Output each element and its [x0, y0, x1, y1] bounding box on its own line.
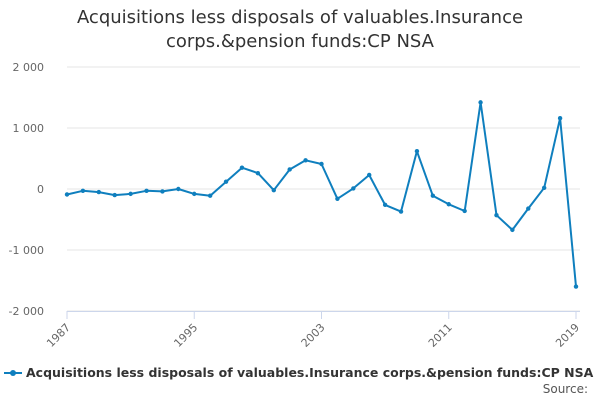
data-point	[64, 192, 70, 197]
data-point	[176, 186, 181, 192]
legend-label: Acquisitions less disposals of valuables…	[26, 365, 594, 380]
chart-title: Acquisitions less disposals of valuables…	[0, 6, 600, 54]
data-point	[367, 172, 372, 178]
data-point	[287, 167, 292, 172]
data-point	[510, 227, 515, 233]
y-tick-label: -2 000	[9, 305, 44, 318]
x-tick-label: 1995	[171, 321, 200, 350]
data-point	[239, 165, 245, 170]
x-tick-label: 2003	[299, 321, 328, 350]
legend-swatch	[4, 368, 22, 378]
data-point	[462, 208, 467, 214]
data-point	[351, 186, 356, 191]
data-point	[446, 202, 451, 207]
data-point	[541, 185, 547, 190]
y-tick-label: -1 000	[9, 244, 44, 257]
data-point	[573, 284, 579, 289]
data-point	[319, 161, 324, 167]
y-tick-label: 0	[37, 183, 44, 196]
y-tick-label: 1 000	[13, 122, 45, 135]
data-point	[478, 100, 483, 105]
series-line	[66, 101, 577, 288]
source-label: Source:	[542, 382, 588, 396]
chart-title-line-1: Acquisitions less disposals of valuables…	[76, 7, 524, 28]
data-point	[398, 209, 404, 214]
data-point	[144, 188, 149, 194]
data-point	[207, 193, 213, 198]
data-point	[526, 206, 531, 211]
data-point	[557, 116, 563, 121]
data-point	[382, 202, 388, 208]
data-point	[128, 191, 133, 197]
data-point	[96, 189, 102, 195]
data-point	[271, 188, 276, 193]
x-tick-label: 2019	[553, 321, 582, 350]
x-tick-label: 1987	[44, 321, 73, 350]
data-point	[192, 191, 197, 197]
chart-title-line-2: corps.&pension funds:CP NSA	[165, 31, 434, 52]
x-tick-label: 2011	[426, 321, 455, 350]
data-point	[494, 213, 499, 218]
data-point	[303, 158, 308, 163]
data-point	[160, 189, 165, 194]
legend[interactable]: Acquisitions less disposals of valuables…	[4, 364, 600, 382]
data-point	[335, 196, 340, 201]
data-point	[414, 148, 420, 154]
data-point	[255, 170, 261, 176]
y-tick-label: 2 000	[13, 61, 45, 74]
data-point	[430, 193, 436, 198]
data-point	[80, 188, 86, 194]
data-point	[112, 192, 117, 198]
data-point	[223, 179, 229, 184]
